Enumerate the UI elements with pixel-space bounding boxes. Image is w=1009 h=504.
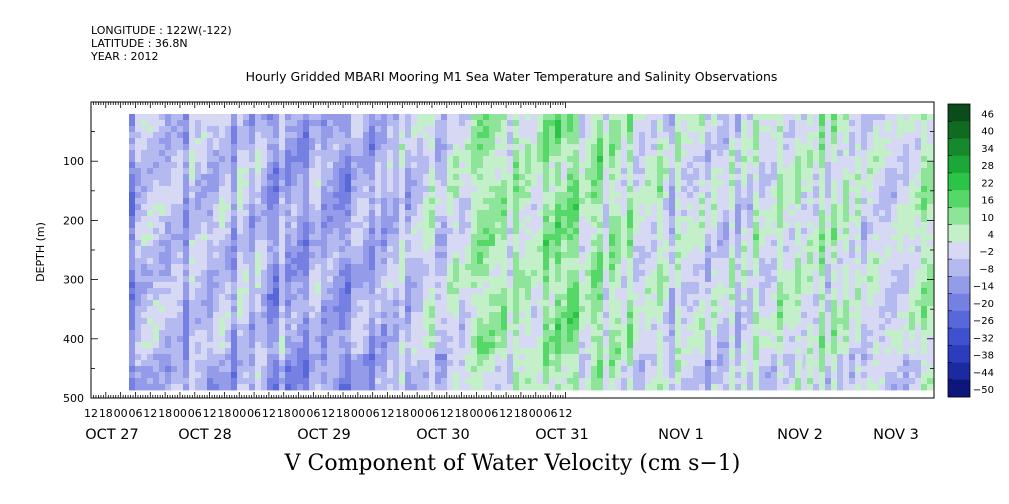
year-text: YEAR : 2012 — [91, 50, 159, 63]
latitude-text: LATITUDE : 36.8N — [91, 37, 188, 50]
metadata-block: LONGITUDE : 122W(-122) LATITUDE : 36.8N … — [91, 24, 232, 63]
chart-title: Hourly Gridded MBARI Mooring M1 Sea Wate… — [245, 69, 778, 84]
longitude-text: LONGITUDE : 122W(-122) — [91, 24, 232, 37]
